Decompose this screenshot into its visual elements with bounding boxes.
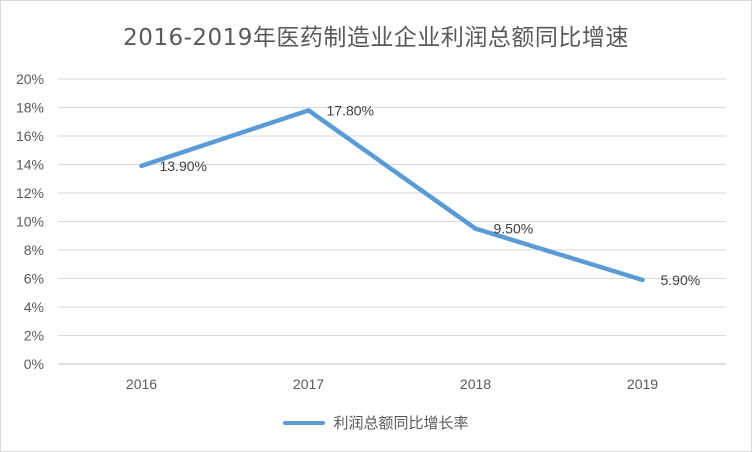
x-tick-label: 2019 xyxy=(627,376,658,392)
y-tick-label: 14% xyxy=(16,157,44,173)
y-tick-label: 12% xyxy=(16,185,44,201)
data-label: 5.90% xyxy=(661,272,701,288)
y-tick-label: 6% xyxy=(24,271,44,287)
data-point xyxy=(306,108,311,113)
data-point xyxy=(473,226,478,231)
data-label: 13.90% xyxy=(160,158,207,174)
x-tick-label: 2016 xyxy=(126,376,157,392)
y-tick-label: 8% xyxy=(24,242,44,258)
data-label: 17.80% xyxy=(327,102,374,118)
series-line xyxy=(139,108,645,283)
y-tick-label: 18% xyxy=(16,100,44,116)
data-label: 9.50% xyxy=(494,221,534,237)
chart-legend: 利润总额同比增长率 xyxy=(0,412,752,433)
y-tick-label: 4% xyxy=(24,299,44,315)
legend-label: 利润总额同比增长率 xyxy=(333,414,469,432)
data-point xyxy=(139,163,144,168)
chart-title: 2016-2019年医药制造业企业利润总额同比增速 xyxy=(123,25,629,51)
y-tick-label: 20% xyxy=(16,71,44,87)
y-tick-label: 10% xyxy=(16,214,44,230)
y-tick-label: 2% xyxy=(24,328,44,344)
data-point xyxy=(640,277,645,282)
y-tick-label: 0% xyxy=(24,356,44,372)
y-tick-label: 16% xyxy=(16,128,44,144)
legend-swatch xyxy=(283,420,326,425)
x-tick-label: 2018 xyxy=(460,376,491,392)
x-tick-label: 2017 xyxy=(293,376,324,392)
